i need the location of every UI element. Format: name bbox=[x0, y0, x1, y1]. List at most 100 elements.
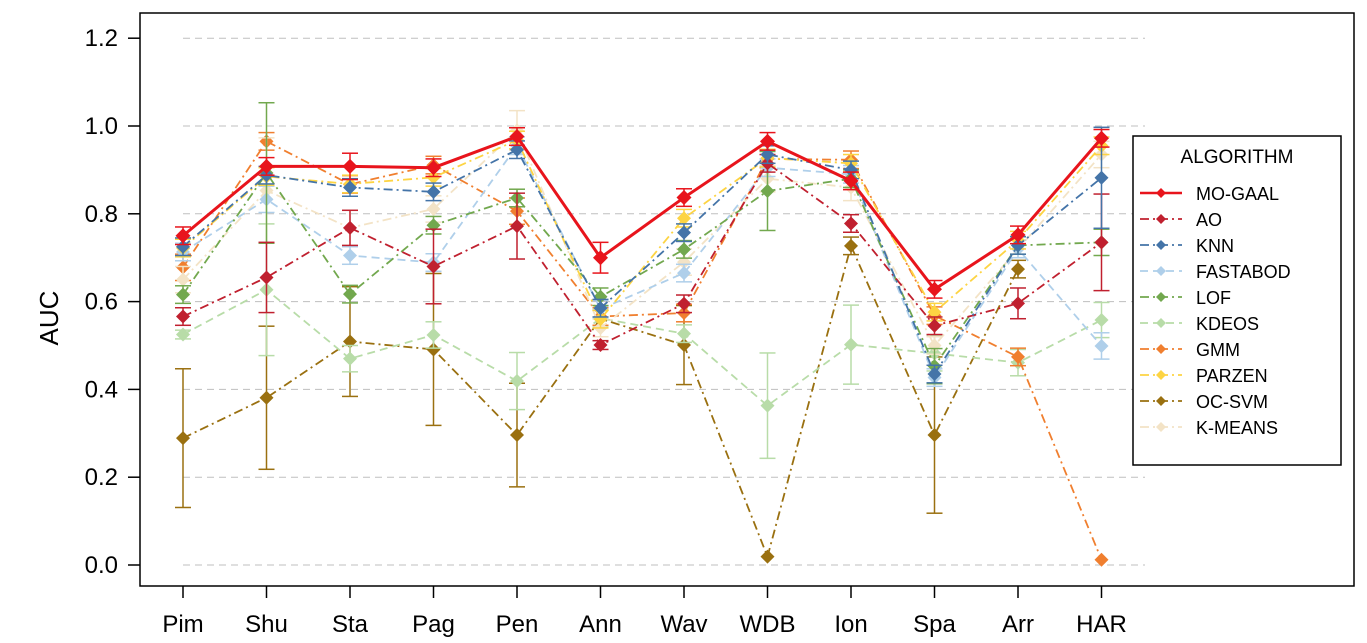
x-tick-label: Shu bbox=[245, 611, 288, 638]
legend-label: FASTABOD bbox=[1196, 262, 1291, 282]
legend-item: K-MEANS bbox=[1140, 418, 1278, 438]
legend-items: MO-GAAL AO KNN FASTABOD LOF KDEOS GMM PARZEN OC-… bbox=[1140, 184, 1291, 438]
data-point bbox=[844, 337, 858, 352]
series-oc-svm bbox=[175, 236, 1026, 564]
legend-item: KNN bbox=[1140, 236, 1234, 256]
legend-item: MO-GAAL bbox=[1140, 184, 1279, 204]
x-tick-label: HAR bbox=[1076, 611, 1127, 638]
series-knn bbox=[175, 126, 1110, 384]
data-point bbox=[593, 289, 608, 304]
data-point bbox=[426, 170, 441, 185]
legend-marker bbox=[1156, 422, 1166, 432]
x-tick-label: WDB bbox=[740, 611, 796, 638]
legend-label: K-MEANS bbox=[1196, 418, 1278, 438]
data-point bbox=[677, 326, 691, 341]
data-point bbox=[677, 242, 691, 257]
legend-label: KNN bbox=[1196, 236, 1234, 256]
data-point bbox=[259, 158, 274, 174]
x-axis: Pim Shu Sta Pag Pen Ann Wav WDB Ion Spa Arr HAR bbox=[162, 586, 1127, 638]
data-point bbox=[1094, 552, 1109, 567]
legend-marker bbox=[1156, 396, 1166, 406]
y-axis-title: AUC bbox=[34, 291, 64, 346]
data-point bbox=[343, 351, 357, 366]
plot-frame bbox=[139, 12, 1355, 587]
data-point bbox=[1011, 296, 1025, 311]
data-point bbox=[426, 327, 441, 342]
legend-label: GMM bbox=[1196, 340, 1240, 360]
data-point bbox=[426, 259, 441, 274]
x-tick-label: Sta bbox=[332, 611, 369, 638]
data-point bbox=[593, 312, 608, 327]
data-point bbox=[259, 270, 274, 285]
data-point bbox=[844, 162, 858, 177]
x-tick-label: Spa bbox=[913, 611, 956, 638]
series-line bbox=[182, 128, 1103, 348]
data-point bbox=[1094, 130, 1109, 146]
series-line bbox=[182, 144, 1103, 380]
legend-title: ALGORITHM bbox=[1181, 147, 1294, 168]
legend-marker bbox=[1156, 292, 1166, 302]
legend: ALGORITHM MO-GAAL AO KNN FASTABOD LOF KDEOS GM… bbox=[1132, 135, 1342, 466]
data-point bbox=[1094, 170, 1109, 185]
y-axis: 0.0 0.2 0.4 0.6 0.8 1.0 1.2 bbox=[85, 25, 140, 579]
legend-item: GMM bbox=[1140, 340, 1240, 360]
data-point bbox=[343, 287, 357, 302]
data-point bbox=[426, 201, 441, 216]
data-point bbox=[1011, 349, 1025, 364]
x-tick-label: Pag bbox=[412, 611, 455, 638]
data-point bbox=[927, 305, 942, 320]
legend-marker bbox=[1156, 188, 1166, 198]
legend-marker bbox=[1156, 266, 1166, 276]
data-point bbox=[259, 390, 274, 405]
data-point bbox=[509, 129, 525, 145]
data-point bbox=[1011, 238, 1025, 253]
data-point bbox=[343, 220, 357, 235]
series-line bbox=[182, 162, 1103, 347]
data-point bbox=[677, 296, 691, 311]
data-point bbox=[342, 158, 358, 174]
data-point bbox=[593, 301, 608, 316]
legend-marker bbox=[1156, 344, 1166, 354]
y-tick-label: 1.0 bbox=[85, 113, 118, 140]
data-point bbox=[1094, 235, 1109, 250]
data-point bbox=[176, 309, 190, 324]
data-point bbox=[593, 250, 608, 266]
legend-item: AO bbox=[1140, 210, 1222, 230]
series-ao bbox=[175, 153, 1110, 353]
legend-box bbox=[1132, 135, 1342, 466]
x-tick-label: Wav bbox=[660, 611, 707, 638]
data-point bbox=[1094, 338, 1109, 353]
legend-item: OC-SVM bbox=[1140, 392, 1268, 412]
data-point bbox=[927, 367, 942, 382]
y-tick-label: 0.0 bbox=[85, 552, 118, 579]
series-fastabod bbox=[175, 136, 1110, 388]
legend-item: KDEOS bbox=[1140, 314, 1259, 334]
x-tick-label: Pen bbox=[496, 611, 539, 638]
legend-item: LOF bbox=[1140, 288, 1231, 308]
y-tick-label: 0.2 bbox=[85, 464, 118, 491]
legend-label: PARZEN bbox=[1196, 366, 1268, 386]
data-point bbox=[760, 398, 775, 413]
legend-marker bbox=[1156, 240, 1166, 250]
data-point bbox=[426, 160, 441, 176]
x-tick-label: Ion bbox=[834, 611, 867, 638]
data-point bbox=[844, 216, 858, 231]
data-point bbox=[760, 549, 775, 564]
legend-marker bbox=[1156, 214, 1166, 224]
data-point bbox=[426, 184, 441, 199]
data-point bbox=[176, 431, 190, 446]
x-tick-label: Pim bbox=[162, 611, 203, 638]
data-point bbox=[176, 327, 190, 342]
x-tick-label: Arr bbox=[1002, 611, 1034, 638]
data-point bbox=[927, 318, 942, 333]
legend-marker bbox=[1156, 370, 1166, 380]
legend-marker bbox=[1156, 318, 1166, 328]
data-point bbox=[843, 173, 859, 189]
series-line bbox=[182, 134, 1103, 292]
data-point bbox=[677, 338, 691, 353]
series-layer bbox=[175, 101, 1110, 567]
legend-label: LOF bbox=[1196, 288, 1231, 308]
y-tick-label: 0.6 bbox=[85, 289, 118, 316]
data-point bbox=[927, 281, 942, 297]
